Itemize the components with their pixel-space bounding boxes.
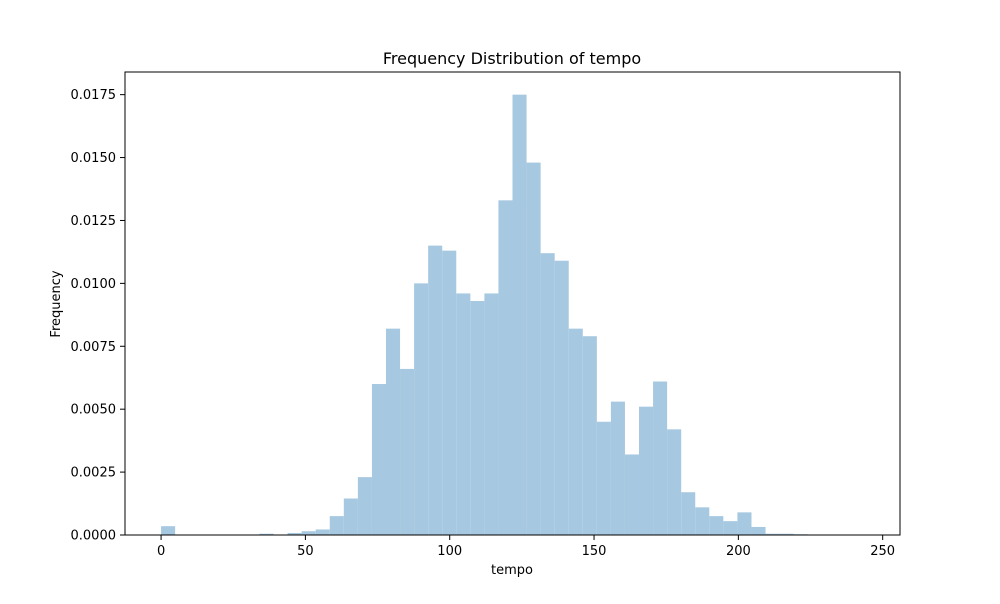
y-tick-label: 0.0100 bbox=[71, 277, 117, 292]
histogram-bar bbox=[357, 477, 372, 535]
histogram-bar bbox=[639, 406, 654, 535]
histogram-bar bbox=[371, 384, 386, 535]
histogram-bar bbox=[554, 260, 569, 535]
histogram-bar bbox=[540, 253, 555, 535]
x-tick-label: 200 bbox=[726, 544, 751, 559]
y-axis-label: Frequency bbox=[49, 270, 64, 337]
histogram-bar bbox=[414, 283, 429, 535]
histogram-bar bbox=[287, 532, 302, 535]
x-axis-label: tempo bbox=[491, 563, 533, 578]
plot-frame bbox=[124, 71, 901, 536]
histogram-bar bbox=[498, 200, 513, 535]
histogram-bar bbox=[624, 454, 640, 535]
histogram-bar bbox=[343, 498, 358, 535]
histogram-bar bbox=[779, 533, 794, 535]
y-tick-label: 0.0150 bbox=[71, 151, 117, 166]
chart-title: Frequency Distribution of tempo bbox=[383, 49, 641, 68]
histogram-bar bbox=[765, 533, 780, 535]
y-tick-label: 0.0000 bbox=[71, 529, 117, 544]
x-tick-label: 250 bbox=[870, 544, 895, 559]
histogram-bar bbox=[259, 533, 274, 535]
x-tick-label: 150 bbox=[582, 544, 607, 559]
histogram-bar bbox=[681, 492, 696, 535]
histogram-bar bbox=[596, 421, 611, 535]
bars-group bbox=[161, 94, 808, 536]
histogram-bar bbox=[610, 401, 625, 535]
histogram-bar bbox=[428, 245, 443, 535]
x-axis-ticks: 0 50 100 150 200 250 bbox=[157, 535, 895, 559]
histogram-bar bbox=[737, 512, 752, 535]
histogram-bar bbox=[400, 368, 415, 535]
y-tick-label: 0.0175 bbox=[71, 88, 117, 103]
histogram-bar bbox=[385, 328, 401, 535]
histogram-bar bbox=[667, 429, 682, 535]
y-tick-label: 0.0125 bbox=[71, 214, 117, 229]
histogram-bar bbox=[301, 531, 316, 535]
histogram-bar bbox=[695, 507, 710, 535]
histogram-bar bbox=[568, 328, 583, 535]
x-tick-label: 0 bbox=[157, 544, 165, 559]
histogram-bar bbox=[751, 526, 766, 535]
histogram-bar bbox=[484, 293, 499, 535]
histogram-bar bbox=[582, 336, 597, 535]
y-tick-label: 0.0025 bbox=[71, 466, 117, 481]
histogram-bar bbox=[456, 293, 471, 535]
histogram-bar bbox=[442, 250, 457, 536]
histogram-bar bbox=[470, 300, 485, 535]
histogram-bar bbox=[709, 516, 724, 535]
y-axis-ticks: 0.0000 0.0025 0.0050 0.0075 0.0100 0.0125 0.01… bbox=[71, 88, 125, 544]
y-tick-label: 0.0075 bbox=[71, 340, 117, 355]
histogram-bar bbox=[512, 94, 527, 536]
histogram-bar bbox=[723, 521, 738, 535]
histogram-bar bbox=[653, 381, 668, 535]
y-tick-label: 0.0050 bbox=[71, 403, 117, 418]
x-tick-label: 100 bbox=[437, 544, 462, 559]
histogram-bar bbox=[526, 162, 541, 535]
histogram-bar bbox=[329, 516, 344, 535]
histogram-bar bbox=[315, 529, 330, 535]
histogram-bar bbox=[161, 526, 176, 535]
x-tick-label: 50 bbox=[297, 544, 314, 559]
